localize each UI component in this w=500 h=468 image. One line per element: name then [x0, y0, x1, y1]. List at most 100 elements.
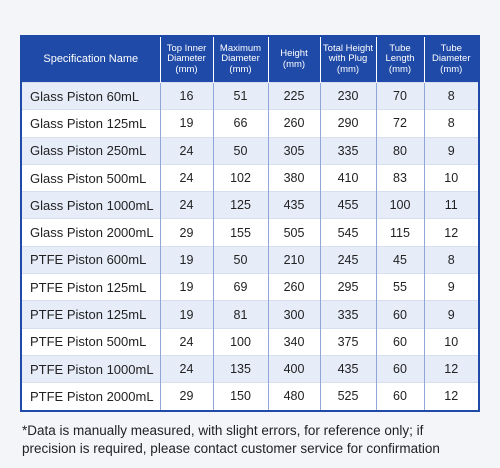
- value-cell: 9: [423, 273, 478, 301]
- value-cell: 9: [423, 136, 478, 165]
- value-cell: 225: [267, 81, 320, 110]
- value-cell: 50: [212, 245, 268, 274]
- spec-name-cell: Glass Piston 500mL: [22, 163, 160, 192]
- value-cell: 24: [159, 327, 213, 356]
- value-cell: 505: [267, 218, 320, 247]
- value-cell: 295: [319, 273, 376, 301]
- value-cell: 400: [267, 354, 320, 383]
- value-cell: 12: [423, 354, 478, 383]
- spec-name-cell: PTFE Piston 500mL: [22, 327, 160, 356]
- value-cell: 100: [212, 327, 268, 356]
- value-cell: 24: [159, 163, 213, 192]
- table-row: Glass Piston 1000mL 24 125 435 455 100 11: [22, 191, 478, 219]
- value-cell: 245: [319, 245, 376, 274]
- spec-table: Specification Name Top Inner Diameter (mm…: [22, 37, 478, 410]
- table-row: PTFE Piston 500mL 24 100 340 375 60 10: [22, 327, 478, 356]
- table-row: PTFE Piston 125mL 19 69 260 295 55 9: [22, 273, 478, 301]
- value-cell: 12: [423, 218, 478, 247]
- value-cell: 81: [212, 300, 268, 329]
- value-cell: 70: [375, 81, 424, 110]
- value-cell: 435: [267, 191, 320, 219]
- spec-name-cell: PTFE Piston 2000mL: [22, 382, 160, 410]
- spec-name-cell: PTFE Piston 125mL: [22, 300, 160, 329]
- header-cell: Tube Length (mm): [375, 37, 424, 83]
- value-cell: 135: [212, 354, 268, 383]
- value-cell: 11: [423, 191, 478, 219]
- value-cell: 455: [319, 191, 376, 219]
- header-cell: Specification Name: [22, 37, 160, 83]
- footnote: *Data is manually measured, with slight …: [22, 423, 440, 456]
- spec-name-cell: PTFE Piston 125mL: [22, 273, 160, 301]
- table-body: Glass Piston 60mL 16 51 225 230 70 8 Glass Pist…: [22, 81, 478, 410]
- value-cell: 410: [319, 163, 376, 192]
- table-row: PTFE Piston 1000mL 24 135 400 435 60 12: [22, 354, 478, 383]
- value-cell: 335: [319, 300, 376, 329]
- value-cell: 300: [267, 300, 320, 329]
- value-cell: 125: [212, 191, 268, 219]
- value-cell: 50: [212, 136, 268, 165]
- spec-name-cell: Glass Piston 250mL: [22, 136, 160, 165]
- value-cell: 55: [375, 273, 424, 301]
- header-row: Specification Name Top Inner Diameter (mm…: [22, 37, 478, 83]
- value-cell: 155: [212, 218, 268, 247]
- value-cell: 545: [319, 218, 376, 247]
- value-cell: 19: [159, 300, 213, 329]
- value-cell: 305: [267, 136, 320, 165]
- value-cell: 19: [159, 245, 213, 274]
- table-row: PTFE Piston 125mL 19 81 300 335 60 9: [22, 300, 478, 329]
- value-cell: 8: [423, 245, 478, 274]
- spec-name-cell: Glass Piston 2000mL: [22, 218, 160, 247]
- value-cell: 60: [375, 382, 424, 410]
- spec-table-frame: Specification Name Top Inner Diameter (mm…: [20, 35, 480, 412]
- value-cell: 230: [319, 81, 376, 110]
- value-cell: 102: [212, 163, 268, 192]
- spec-name-cell: Glass Piston 60mL: [22, 81, 160, 110]
- table-row: Glass Piston 60mL 16 51 225 230 70 8: [22, 81, 478, 110]
- value-cell: 380: [267, 163, 320, 192]
- value-cell: 83: [375, 163, 424, 192]
- value-cell: 29: [159, 382, 213, 410]
- table-row: Glass Piston 250mL 24 50 305 335 80 9: [22, 136, 478, 165]
- header-cell: Total Height with Plug (mm): [319, 37, 376, 83]
- value-cell: 340: [267, 327, 320, 356]
- header-cell: Height (mm): [267, 37, 320, 83]
- value-cell: 210: [267, 245, 320, 274]
- value-cell: 525: [319, 382, 376, 410]
- header-cell: Top Inner Diameter (mm): [159, 37, 213, 83]
- value-cell: 10: [423, 163, 478, 192]
- spec-name-cell: PTFE Piston 1000mL: [22, 354, 160, 383]
- value-cell: 69: [212, 273, 268, 301]
- value-cell: 260: [267, 273, 320, 301]
- value-cell: 260: [267, 109, 320, 138]
- value-cell: 290: [319, 109, 376, 138]
- value-cell: 150: [212, 382, 268, 410]
- spec-name-cell: Glass Piston 1000mL: [22, 191, 160, 219]
- value-cell: 8: [423, 109, 478, 138]
- value-cell: 8: [423, 81, 478, 110]
- value-cell: 51: [212, 81, 268, 110]
- value-cell: 435: [319, 354, 376, 383]
- value-cell: 375: [319, 327, 376, 356]
- value-cell: 480: [267, 382, 320, 410]
- value-cell: 72: [375, 109, 424, 138]
- value-cell: 100: [375, 191, 424, 219]
- value-cell: 12: [423, 382, 478, 410]
- value-cell: 66: [212, 109, 268, 138]
- value-cell: 29: [159, 218, 213, 247]
- spec-name-cell: Glass Piston 125mL: [22, 109, 160, 138]
- table-row: PTFE Piston 2000mL 29 150 480 525 60 12: [22, 382, 478, 410]
- value-cell: 45: [375, 245, 424, 274]
- table-row: Glass Piston 125mL 19 66 260 290 72 8: [22, 109, 478, 138]
- value-cell: 335: [319, 136, 376, 165]
- value-cell: 19: [159, 109, 213, 138]
- value-cell: 16: [159, 81, 213, 110]
- spec-name-cell: PTFE Piston 600mL: [22, 245, 160, 274]
- header-cell: Tube Diameter (mm): [423, 37, 478, 83]
- table-row: Glass Piston 500mL 24 102 380 410 83 10: [22, 163, 478, 192]
- header-cell: Maximum Diameter (mm): [212, 37, 268, 83]
- value-cell: 80: [375, 136, 424, 165]
- value-cell: 9: [423, 300, 478, 329]
- table-row: PTFE Piston 600mL 19 50 210 245 45 8: [22, 245, 478, 274]
- value-cell: 60: [375, 300, 424, 329]
